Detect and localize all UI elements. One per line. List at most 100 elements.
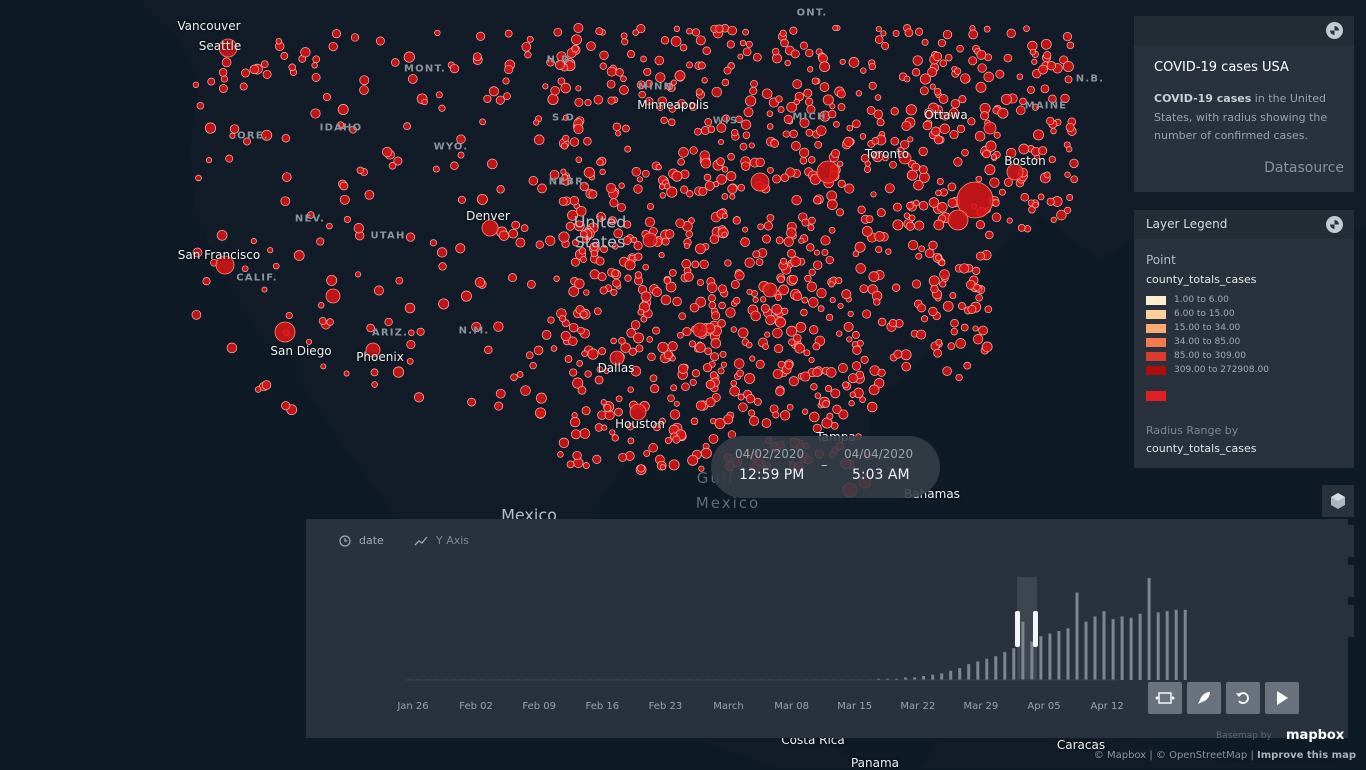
- case-point[interactable]: [791, 194, 802, 206]
- case-point[interactable]: [723, 414, 734, 425]
- case-point[interactable]: [843, 136, 854, 148]
- case-point[interactable]: [859, 396, 866, 403]
- case-point[interactable]: [956, 124, 966, 134]
- case-point[interactable]: [708, 301, 717, 310]
- case-point[interactable]: [603, 368, 610, 374]
- case-point[interactable]: [868, 271, 880, 282]
- case-point[interactable]: [225, 154, 234, 163]
- case-point[interactable]: [192, 81, 200, 88]
- case-point[interactable]: [1050, 127, 1057, 135]
- case-point[interactable]: [794, 343, 805, 354]
- case-point[interactable]: [496, 185, 505, 194]
- case-point[interactable]: [766, 110, 774, 117]
- case-point[interactable]: [954, 67, 962, 75]
- case-point[interactable]: [724, 259, 732, 267]
- case-point[interactable]: [688, 340, 696, 348]
- case-point-large[interactable]: [609, 350, 625, 366]
- case-point[interactable]: [371, 381, 378, 388]
- case-point[interactable]: [720, 361, 727, 368]
- case-point[interactable]: [828, 226, 836, 234]
- case-point[interactable]: [432, 165, 440, 173]
- case-point[interactable]: [745, 95, 757, 107]
- case-point[interactable]: [406, 357, 414, 365]
- case-point[interactable]: [884, 183, 895, 194]
- case-point[interactable]: [192, 247, 203, 258]
- case-point[interactable]: [779, 29, 787, 37]
- case-point[interactable]: [576, 205, 587, 217]
- case-point[interactable]: [876, 208, 886, 218]
- case-point[interactable]: [571, 44, 579, 53]
- case-point[interactable]: [285, 311, 293, 320]
- case-point[interactable]: [913, 179, 924, 191]
- case-point[interactable]: [524, 51, 532, 59]
- case-point[interactable]: [936, 178, 944, 185]
- case-point[interactable]: [636, 24, 646, 34]
- case-point[interactable]: [717, 319, 726, 328]
- case-point[interactable]: [635, 344, 644, 353]
- case-point[interactable]: [663, 350, 673, 360]
- case-point[interactable]: [558, 196, 568, 206]
- case-point[interactable]: [950, 99, 960, 109]
- case-point[interactable]: [876, 118, 885, 127]
- case-point-large[interactable]: [629, 403, 647, 421]
- case-point[interactable]: [984, 164, 996, 176]
- case-point[interactable]: [382, 146, 393, 158]
- case-point-large[interactable]: [816, 160, 840, 184]
- case-point[interactable]: [508, 273, 517, 283]
- case-point[interactable]: [1020, 193, 1029, 202]
- case-point[interactable]: [572, 377, 584, 389]
- case-point[interactable]: [1062, 60, 1074, 73]
- case-point[interactable]: [985, 230, 994, 240]
- case-point[interactable]: [403, 122, 411, 130]
- case-point[interactable]: [822, 94, 834, 106]
- case-point[interactable]: [612, 122, 622, 132]
- case-point[interactable]: [848, 57, 860, 68]
- case-point[interactable]: [581, 350, 589, 357]
- case-point[interactable]: [890, 136, 900, 146]
- case-point[interactable]: [841, 289, 852, 300]
- case-point[interactable]: [593, 307, 602, 316]
- case-point[interactable]: [742, 131, 751, 139]
- case-point[interactable]: [968, 56, 978, 66]
- case-point[interactable]: [803, 88, 813, 98]
- case-point[interactable]: [935, 338, 943, 346]
- case-point[interactable]: [546, 58, 555, 67]
- case-point[interactable]: [573, 123, 584, 135]
- case-point[interactable]: [705, 397, 716, 408]
- case-point[interactable]: [328, 41, 338, 52]
- case-point[interactable]: [460, 290, 472, 302]
- case-point[interactable]: [915, 252, 923, 260]
- legend-toggle-icon[interactable]: [1326, 216, 1343, 233]
- case-point[interactable]: [799, 147, 810, 158]
- case-point[interactable]: [677, 158, 685, 166]
- case-point[interactable]: [664, 183, 671, 190]
- case-point[interactable]: [793, 333, 802, 343]
- case-point[interactable]: [698, 465, 705, 472]
- case-point[interactable]: [989, 177, 1000, 188]
- case-point[interactable]: [392, 366, 405, 378]
- case-point-large[interactable]: [215, 255, 235, 275]
- case-point[interactable]: [673, 400, 680, 407]
- case-point[interactable]: [343, 370, 350, 377]
- case-point[interactable]: [846, 336, 853, 343]
- case-point[interactable]: [855, 263, 866, 274]
- case-point[interactable]: [974, 131, 986, 142]
- case-point[interactable]: [870, 191, 877, 198]
- case-point[interactable]: [959, 263, 970, 274]
- case-point[interactable]: [873, 109, 884, 120]
- case-point[interactable]: [706, 282, 718, 293]
- case-point[interactable]: [772, 174, 782, 184]
- case-point[interactable]: [922, 120, 933, 131]
- case-point[interactable]: [775, 386, 785, 397]
- case-point[interactable]: [995, 69, 1005, 79]
- case-point[interactable]: [705, 379, 716, 390]
- case-point[interactable]: [616, 202, 626, 212]
- case-point[interactable]: [343, 215, 351, 223]
- case-point[interactable]: [837, 363, 848, 373]
- case-points-layer[interactable]: [191, 23, 1079, 498]
- case-point[interactable]: [584, 370, 592, 378]
- case-point[interactable]: [808, 297, 819, 308]
- case-point[interactable]: [560, 330, 571, 341]
- case-point[interactable]: [535, 392, 547, 404]
- case-point[interactable]: [1023, 25, 1030, 32]
